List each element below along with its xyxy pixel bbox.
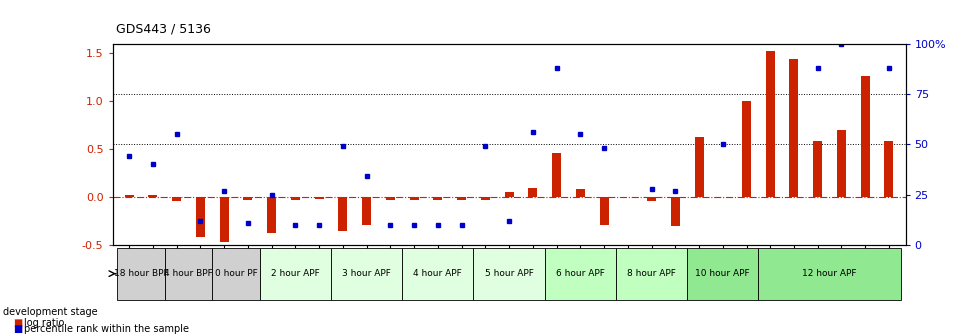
Bar [758, 248, 900, 299]
Text: ■: ■ [13, 318, 22, 328]
Bar [402, 248, 473, 299]
Bar [149, 195, 157, 197]
Bar [219, 197, 229, 242]
Text: 6 hour APF: 6 hour APF [556, 269, 604, 278]
Bar [883, 141, 893, 197]
Text: development stage: development stage [3, 307, 98, 317]
Text: 0 hour PF: 0 hour PF [214, 269, 257, 278]
Text: 4 hour APF: 4 hour APF [413, 269, 462, 278]
Text: 2 hour APF: 2 hour APF [271, 269, 320, 278]
Bar [860, 76, 868, 197]
Text: percentile rank within the sample: percentile rank within the sample [24, 324, 190, 334]
Bar [693, 137, 703, 197]
Bar [267, 197, 276, 234]
Bar [646, 197, 655, 201]
Bar [362, 197, 371, 225]
Text: 12 hour APF: 12 hour APF [802, 269, 856, 278]
Text: 8 hour APF: 8 hour APF [627, 269, 675, 278]
Bar [765, 51, 774, 197]
Text: 5 hour APF: 5 hour APF [484, 269, 533, 278]
Bar [433, 197, 442, 200]
Bar [259, 248, 331, 299]
Bar [290, 197, 299, 200]
Bar [331, 248, 402, 299]
Text: 4 hour BPF: 4 hour BPF [164, 269, 213, 278]
Bar [670, 197, 679, 226]
Bar [552, 153, 560, 197]
Bar [615, 248, 687, 299]
Bar [244, 197, 252, 200]
Text: ■: ■ [13, 324, 22, 334]
Bar [124, 195, 134, 197]
Bar [409, 197, 419, 200]
Text: 10 hour APF: 10 hour APF [694, 269, 749, 278]
Bar [504, 192, 513, 197]
Bar [457, 197, 466, 200]
Bar [599, 197, 608, 225]
Bar [836, 130, 845, 197]
Text: log ratio: log ratio [24, 318, 65, 328]
Bar [687, 248, 758, 299]
Bar [473, 248, 544, 299]
Bar [788, 59, 798, 197]
Bar [813, 141, 822, 197]
Bar [338, 197, 347, 230]
Bar [196, 197, 204, 237]
Bar [528, 188, 537, 197]
Bar [117, 248, 164, 299]
Text: 18 hour BPF: 18 hour BPF [113, 269, 168, 278]
Bar [544, 248, 615, 299]
Bar [385, 197, 394, 200]
Bar [212, 248, 259, 299]
Bar [741, 101, 750, 197]
Bar [575, 189, 584, 197]
Text: GDS443 / 5136: GDS443 / 5136 [115, 22, 210, 35]
Bar [480, 197, 489, 200]
Bar [172, 197, 181, 201]
Bar [314, 197, 324, 199]
Bar [164, 248, 212, 299]
Text: 3 hour APF: 3 hour APF [342, 269, 390, 278]
